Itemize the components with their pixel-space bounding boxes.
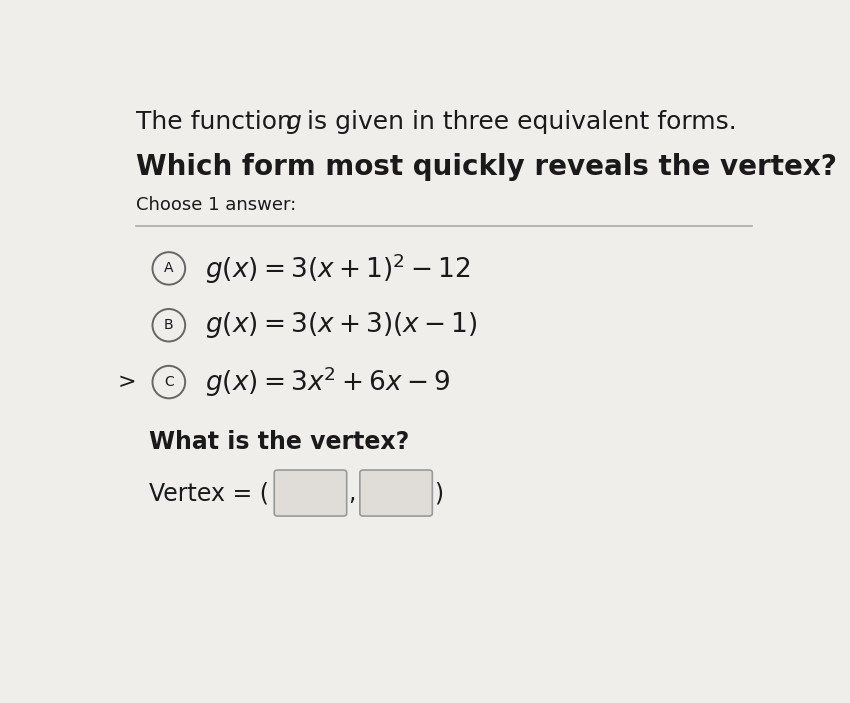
Text: A: A xyxy=(164,262,173,276)
Text: g: g xyxy=(285,110,301,134)
Text: The function: The function xyxy=(136,110,301,134)
Text: is given in three equivalent forms.: is given in three equivalent forms. xyxy=(299,110,737,134)
Text: Choose 1 answer:: Choose 1 answer: xyxy=(136,195,296,214)
Text: $g(x) = 3(x + 1)^2 - 12$: $g(x) = 3(x + 1)^2 - 12$ xyxy=(205,251,471,285)
Text: $g(x) = 3x^2 + 6x - 9$: $g(x) = 3x^2 + 6x - 9$ xyxy=(205,365,450,399)
FancyBboxPatch shape xyxy=(275,470,347,516)
Text: $g(x) = 3(x + 3)(x - 1)$: $g(x) = 3(x + 3)(x - 1)$ xyxy=(205,310,478,340)
Text: C: C xyxy=(164,375,173,389)
Text: Which form most quickly reveals the vertex?: Which form most quickly reveals the vert… xyxy=(136,153,836,181)
Text: >: > xyxy=(118,372,137,392)
Text: Vertex = (: Vertex = ( xyxy=(149,481,269,505)
Text: B: B xyxy=(164,318,173,333)
Text: ): ) xyxy=(434,481,444,505)
FancyBboxPatch shape xyxy=(360,470,433,516)
Text: What is the vertex?: What is the vertex? xyxy=(149,430,410,453)
Text: ,: , xyxy=(348,481,356,505)
